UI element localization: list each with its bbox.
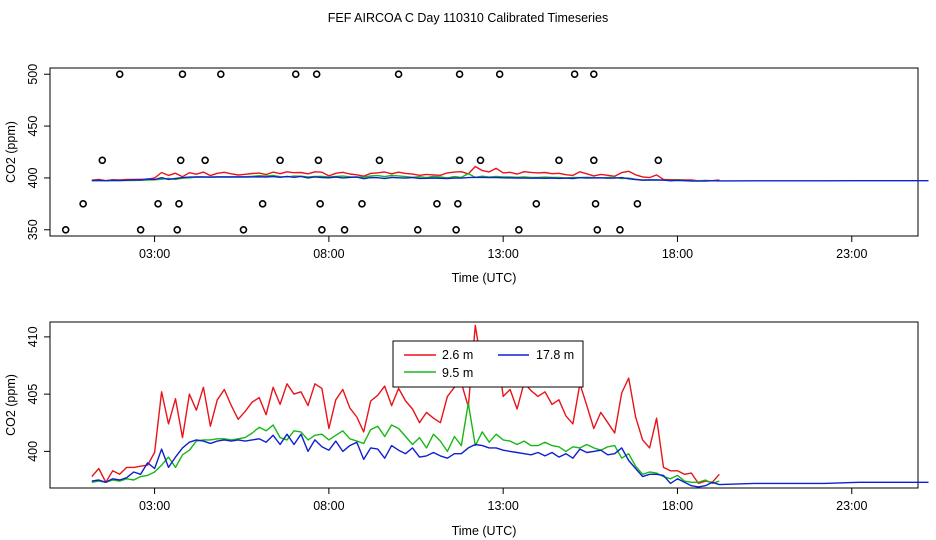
top-panel: 03:00 08:00 13:00 18:00 23:00 350 400 450 500 Ti…: [4, 64, 929, 285]
outlier-point: [452, 225, 460, 234]
outlier-point: [413, 225, 422, 234]
outlier-point: [570, 70, 579, 79]
outlier-point: [201, 156, 209, 165]
bottom-x-axis-label: Time (UTC): [452, 524, 517, 538]
outlier-point: [454, 200, 462, 208]
top-plot-frame: [49, 67, 919, 237]
outlier-point: [258, 200, 267, 208]
bottom-series-lines: [91, 324, 929, 488]
x-tick-label: 08:00: [313, 499, 344, 513]
top-y-axis-label: CO2 (ppm): [4, 121, 18, 183]
y-tick-label: 405: [26, 384, 40, 405]
outlier-point: [312, 70, 321, 79]
outlier-point: [173, 225, 182, 234]
top-axes: 03:00 08:00 13:00 18:00 23:00 350 400 450 500: [26, 64, 867, 261]
outlier-point: [633, 200, 642, 208]
y-tick-label: 400: [26, 167, 40, 188]
top-x-axis-label: Time (UTC): [452, 271, 517, 285]
outlier-point: [616, 225, 624, 234]
outlier-point: [654, 156, 663, 165]
y-tick-label: 450: [26, 116, 40, 137]
y-tick-label: 410: [26, 326, 40, 347]
series-line-2-6m: [91, 324, 720, 485]
outlier-point: [455, 70, 464, 79]
outlier-point: [476, 156, 485, 165]
outlier-point: [217, 70, 225, 79]
outlier-point: [590, 156, 598, 165]
bottom-plot-frame: [49, 321, 919, 489]
outlier-point: [455, 156, 464, 165]
legend-label-2-6m: 2.6 m: [442, 348, 473, 362]
outlier-point: [316, 200, 324, 208]
x-tick-label: 03:00: [139, 499, 170, 513]
outlier-point: [79, 200, 87, 208]
bottom-y-axis-label: CO2 (ppm): [4, 374, 18, 436]
chart-title: FEF AIRCOA C Day 110310 Calibrated Times…: [328, 11, 608, 25]
bottom-panel: 03:00 08:00 13:00 18:00 23:00 400 405 410 Time …: [4, 321, 929, 538]
outlier-point: [136, 225, 145, 234]
outlier-point: [98, 156, 107, 165]
outlier-point: [375, 156, 384, 165]
x-tick-label: 18:00: [662, 499, 693, 513]
outlier-point: [318, 225, 326, 234]
y-tick-label: 400: [26, 441, 40, 462]
outlier-point: [340, 225, 349, 234]
outlier-point: [590, 70, 598, 79]
outlier-point: [515, 225, 523, 234]
series-line-9-5m: [91, 402, 720, 485]
top-series-lines: [91, 165, 929, 182]
legend-label-9-5m: 9.5 m: [442, 366, 473, 380]
outlier-point: [593, 225, 602, 234]
outlier-point: [115, 70, 124, 79]
outlier-point: [291, 70, 300, 79]
outlier-point: [178, 70, 187, 79]
outlier-point: [555, 156, 563, 165]
x-tick-label: 03:00: [139, 247, 170, 261]
legend-label-17-8m: 17.8 m: [536, 348, 574, 362]
legend: 2.6 m 9.5 m 17.8 m: [392, 340, 584, 388]
x-tick-label: 18:00: [662, 247, 693, 261]
outlier-point: [154, 200, 162, 208]
y-tick-label: 350: [26, 219, 40, 240]
x-tick-label: 13:00: [488, 247, 519, 261]
x-tick-label: 08:00: [313, 247, 344, 261]
top-outlier-points: [61, 70, 663, 234]
y-tick-label: 500: [26, 64, 40, 85]
bottom-axes: 03:00 08:00 13:00 18:00 23:00 400 405 410: [26, 326, 867, 513]
series-line-17-8m: [91, 433, 929, 488]
legend-box: [392, 340, 584, 388]
outlier-point: [433, 200, 441, 208]
outlier-point: [239, 225, 248, 234]
outlier-point: [175, 200, 183, 208]
outlier-point: [358, 200, 366, 208]
outlier-point: [61, 225, 70, 234]
top-series-line-17-8m: [91, 175, 929, 182]
outlier-point: [314, 156, 323, 165]
outlier-point: [532, 200, 541, 208]
top-series-line-2-6m: [91, 165, 720, 182]
x-tick-label: 23:00: [836, 499, 867, 513]
x-tick-label: 23:00: [836, 247, 867, 261]
x-tick-label: 13:00: [488, 499, 519, 513]
outlier-point: [276, 156, 284, 165]
outlier-point: [394, 70, 403, 79]
outlier-point: [495, 70, 504, 79]
outlier-point: [591, 200, 600, 208]
outlier-point: [176, 156, 185, 165]
